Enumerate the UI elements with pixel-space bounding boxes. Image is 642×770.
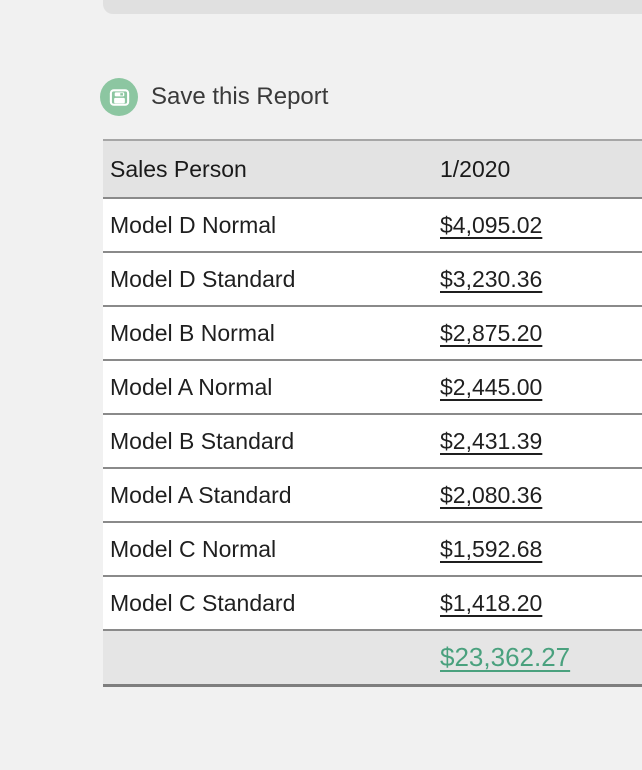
- amount-link[interactable]: $2,080.36: [440, 481, 543, 508]
- table-row: Model C Normal $1,592.68: [103, 522, 642, 577]
- amount-link[interactable]: $1,592.68: [440, 535, 543, 562]
- table-row: Model A Standard $2,080.36: [103, 468, 642, 523]
- save-disk-icon: [100, 78, 138, 116]
- row-value-cell: $3,230.36: [440, 252, 642, 307]
- total-amount-link[interactable]: $23,362.27: [440, 641, 571, 672]
- total-row-spacer: [103, 630, 440, 685]
- top-panel-edge: [103, 0, 642, 14]
- row-label: Model B Normal: [103, 306, 440, 361]
- amount-link[interactable]: $2,875.20: [440, 319, 543, 346]
- row-value-cell: $2,875.20: [440, 306, 642, 361]
- table-row: Model C Standard $1,418.20: [103, 576, 642, 631]
- table-row: Model D Normal $4,095.02: [103, 198, 642, 253]
- amount-link[interactable]: $2,445.00: [440, 373, 543, 400]
- amount-link[interactable]: $1,418.20: [440, 589, 543, 616]
- row-label: Model A Normal: [103, 360, 440, 415]
- row-value-cell: $4,095.02: [440, 198, 642, 253]
- report-table-container: Sales Person 1/2020 Model D Normal $4,09…: [103, 139, 642, 687]
- table-row: Model A Normal $2,445.00: [103, 360, 642, 415]
- row-label: Model A Standard: [103, 468, 440, 523]
- amount-link[interactable]: $4,095.02: [440, 211, 543, 238]
- row-label: Model D Standard: [103, 252, 440, 307]
- column-header-period: 1/2020: [440, 140, 642, 199]
- save-report-button[interactable]: Save this Report: [100, 78, 328, 116]
- row-value-cell: $2,080.36: [440, 468, 642, 523]
- column-header-sales-person: Sales Person: [103, 140, 440, 199]
- amount-link[interactable]: $3,230.36: [440, 265, 543, 292]
- total-row: $23,362.27: [103, 630, 642, 685]
- total-cell: $23,362.27: [440, 630, 642, 685]
- table-row: Model B Normal $2,875.20: [103, 306, 642, 361]
- row-value-cell: $1,418.20: [440, 576, 642, 631]
- row-value-cell: $2,445.00: [440, 360, 642, 415]
- table-row: Model B Standard $2,431.39: [103, 414, 642, 469]
- row-label: Model C Normal: [103, 522, 440, 577]
- save-report-label: Save this Report: [151, 83, 329, 110]
- row-value-cell: $2,431.39: [440, 414, 642, 469]
- table-row: Model D Standard $3,230.36: [103, 252, 642, 307]
- row-label: Model D Normal: [103, 198, 440, 253]
- row-value-cell: $1,592.68: [440, 522, 642, 577]
- row-label: Model C Standard: [103, 576, 440, 631]
- row-label: Model B Standard: [103, 414, 440, 469]
- report-table: Sales Person 1/2020 Model D Normal $4,09…: [103, 139, 642, 687]
- table-body: Model D Normal $4,095.02 Model D Standar…: [103, 198, 642, 631]
- amount-link[interactable]: $2,431.39: [440, 427, 543, 454]
- table-header-row: Sales Person 1/2020: [103, 140, 642, 199]
